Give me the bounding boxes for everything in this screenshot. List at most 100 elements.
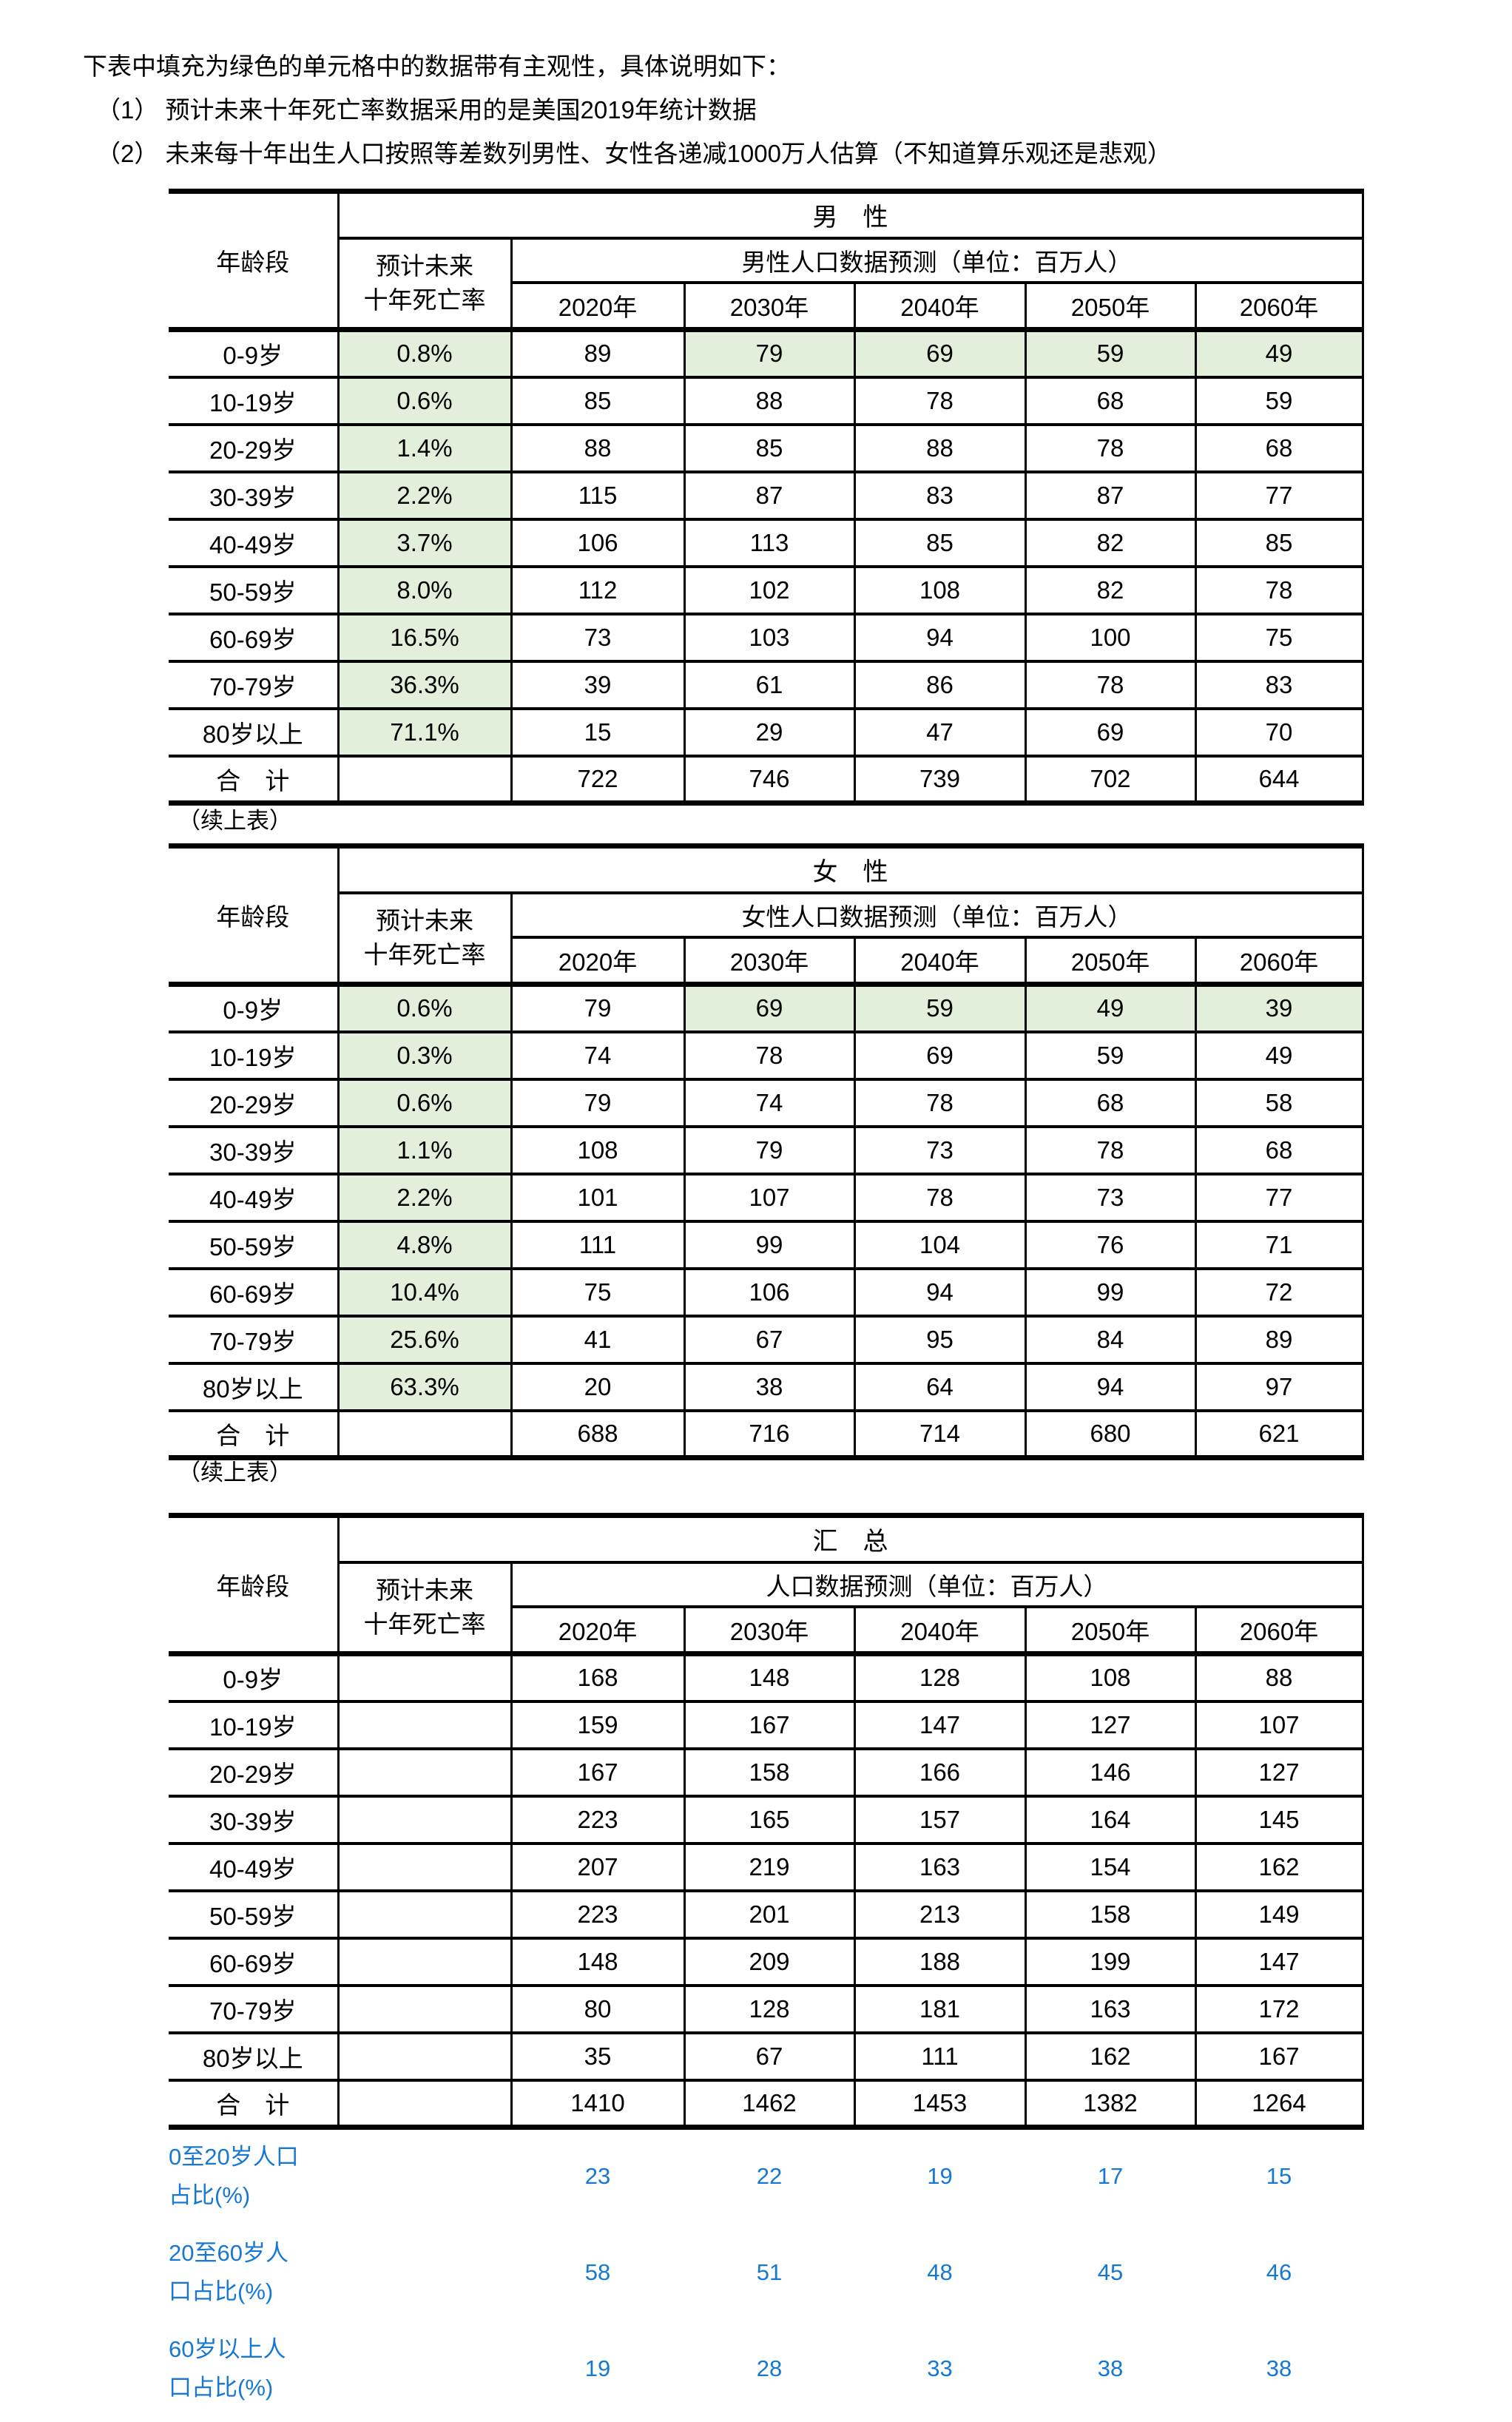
table-row: 70-79岁 36.3% 39 61 86 78 83 [169, 659, 1364, 710]
mortality-cell [337, 1652, 513, 1703]
value-cell: 74 [510, 1030, 686, 1081]
header-row-subtitle: 预计未来 十年死亡率 人口数据预测（单位：百万人） [169, 1560, 1364, 1656]
intro-note-1: （1） 预计未来十年死亡率数据采用的是美国2019年统计数据 [96, 96, 757, 124]
value-cell: 146 [1024, 1747, 1197, 1798]
age-cell: 30-39岁 [169, 1794, 340, 1845]
value-cell: 75 [510, 1266, 686, 1318]
total-value-cell: 702 [1024, 754, 1197, 806]
value-cell: 99 [683, 1219, 856, 1270]
value-cell: 83 [853, 470, 1027, 521]
age-cell: 50-59岁 [169, 564, 340, 615]
table-row: 60-69岁 148 209 188 199 147 [169, 1936, 1364, 1987]
value-cell: 106 [510, 517, 686, 568]
value-cell: 188 [853, 1936, 1027, 1987]
total-mortality-cell-empty [337, 754, 513, 806]
total-value-cell: 746 [683, 754, 856, 806]
age-cell: 20-29岁 [169, 1747, 340, 1798]
value-cell: 67 [683, 1314, 856, 1365]
ratio-label-line2: 占比(%) [169, 2182, 251, 2208]
value-cell: 87 [683, 470, 856, 521]
ratio-value-cell: 38 [1097, 2355, 1124, 2381]
value-cell: 76 [1024, 1219, 1197, 1270]
value-cell: 59 [1024, 328, 1197, 379]
table-row: 60-69岁 16.5% 73 103 94 100 75 [169, 612, 1364, 663]
mortality-header-line2: 十年死亡率 [363, 286, 486, 314]
value-cell: 85 [683, 422, 856, 473]
ratio-value-cell: 51 [756, 2259, 783, 2285]
group-title: 男 性 [337, 189, 1364, 240]
data-prediction-title: 女性人口数据预测（单位：百万人） [510, 891, 1364, 939]
mortality-cell: 3.7% [337, 517, 513, 568]
table-row: 50-59岁 8.0% 112 102 108 82 78 [169, 564, 1364, 615]
mortality-header-line1: 预计未来 [376, 906, 473, 934]
value-cell: 145 [1194, 1794, 1364, 1845]
value-cell: 29 [683, 706, 856, 758]
value-cell: 97 [1194, 1361, 1364, 1412]
value-cell: 223 [510, 1794, 686, 1845]
value-cell: 20 [510, 1361, 686, 1412]
table-row: 50-59岁 4.8% 111 99 104 76 71 [169, 1219, 1364, 1270]
table-row: 40-49岁 3.7% 106 113 85 82 85 [169, 517, 1364, 568]
ratio-label-line2: 口占比(%) [169, 2278, 274, 2304]
header-row-subtitle: 预计未来 十年死亡率 男性人口数据预测（单位：百万人） [169, 236, 1364, 332]
mortality-column-header: 预计未来 十年死亡率 [337, 1560, 513, 1656]
value-cell: 77 [1194, 470, 1364, 521]
header-row-subtitle: 预计未来 十年死亡率 女性人口数据预测（单位：百万人） [169, 891, 1364, 987]
ratio-value-cell: 33 [927, 2355, 953, 2381]
ratio-spacer-cell [338, 2224, 511, 2321]
mortality-cell: 2.2% [337, 470, 513, 521]
year-header: 2040年 [853, 935, 1027, 987]
table-row: 50-59岁 223 201 213 158 149 [169, 1889, 1364, 1940]
value-cell: 108 [510, 1124, 686, 1175]
ratio-label-line2: 口占比(%) [169, 2375, 274, 2401]
value-cell: 59 [853, 982, 1027, 1033]
mortality-cell: 71.1% [337, 706, 513, 758]
value-cell: 164 [1024, 1794, 1197, 1845]
header-row-group: 年龄段女 性 [169, 843, 1364, 987]
value-cell: 149 [1194, 1889, 1364, 1940]
mortality-cell [337, 1794, 513, 1845]
value-cell: 70 [1194, 706, 1364, 758]
value-cell: 166 [853, 1747, 1027, 1798]
total-mortality-cell-empty [337, 1409, 513, 1460]
age-cell: 10-19岁 [169, 1699, 340, 1750]
age-cell: 20-29岁 [169, 1077, 340, 1128]
total-value-cell: 1264 [1194, 2078, 1364, 2130]
intro-block: 下表中填充为绿色的单元格中的数据带有主观性，具体说明如下： （1） 预计未来十年… [83, 44, 1172, 175]
summary-population-table: 年龄段汇 总预计未来 十年死亡率 人口数据预测（单位：百万人） 2020年 2030年 2… [169, 1513, 1364, 2130]
mortality-cell: 63.3% [337, 1361, 513, 1412]
value-cell: 167 [683, 1699, 856, 1750]
value-cell: 35 [510, 2031, 686, 2082]
value-cell: 159 [510, 1699, 686, 1750]
year-header: 2050年 [1024, 280, 1197, 332]
header-row-years: 2020年 2030年 2040年 2050年 2060年 [169, 1605, 1364, 1656]
age-cell: 40-49岁 [169, 1172, 340, 1223]
value-cell: 85 [1194, 517, 1364, 568]
value-cell: 209 [683, 1936, 856, 1987]
mortality-cell: 0.6% [337, 375, 513, 426]
header-row-years: 2020年 2030年 2040年 2050年 2060年 [169, 280, 1364, 332]
ratio-label-cell: 0至20岁人口 占比(%) [169, 2129, 338, 2224]
table-row: 10-19岁 0.6% 85 88 78 68 59 [169, 375, 1364, 426]
table-row: 20-29岁 0.6% 79 74 78 68 58 [169, 1077, 1364, 1128]
value-cell: 87 [1024, 470, 1197, 521]
value-cell: 162 [1024, 2031, 1197, 2082]
table-row: 80岁以上 35 67 111 162 167 [169, 2031, 1364, 2082]
value-cell: 78 [853, 1172, 1027, 1223]
table-row: 0-9岁 0.6% 79 69 59 49 39 [169, 982, 1364, 1033]
total-row: 合 计 688 716 714 680 621 [169, 1409, 1364, 1460]
value-cell: 213 [853, 1889, 1027, 1940]
total-value-cell: 688 [510, 1409, 686, 1460]
value-cell: 163 [1024, 1983, 1197, 2034]
value-cell: 172 [1194, 1983, 1364, 2034]
age-cell: 70-79岁 [169, 659, 340, 710]
ratio-value-cell: 58 [584, 2259, 611, 2285]
ratio-value-cell: 15 [1266, 2163, 1292, 2189]
total-value-cell: 1382 [1024, 2078, 1197, 2130]
ratio-row: 20至60岁人 口占比(%) 58 51 48 45 46 [169, 2224, 1363, 2321]
value-cell: 59 [1024, 1030, 1197, 1081]
age-cell: 40-49岁 [169, 517, 340, 568]
age-cell: 80岁以上 [169, 1361, 340, 1412]
value-cell: 107 [683, 1172, 856, 1223]
value-cell: 158 [683, 1747, 856, 1798]
